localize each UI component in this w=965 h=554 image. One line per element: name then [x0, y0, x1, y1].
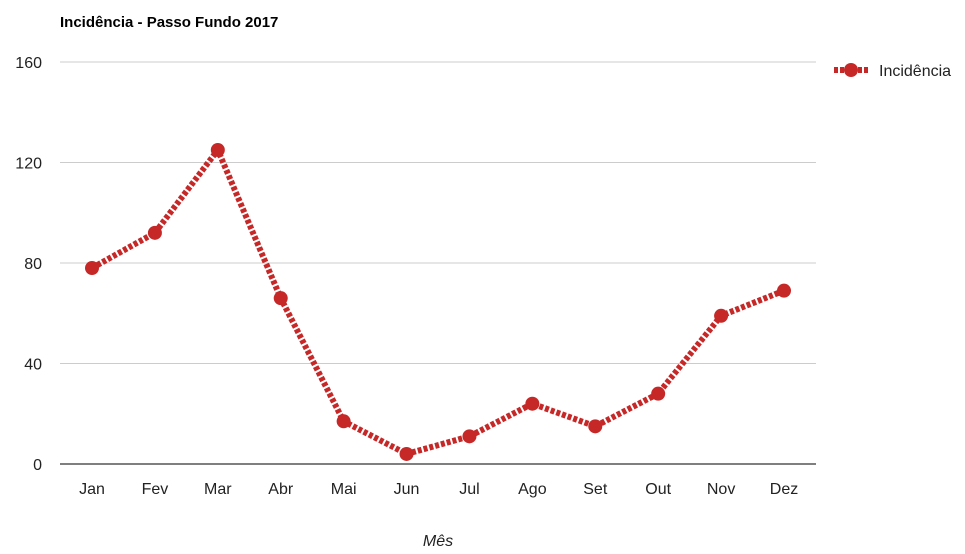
data-point[interactable]	[85, 261, 99, 276]
x-tick-label: Fev	[142, 481, 169, 498]
y-axis-tick-labels: 0 40 80 120 160	[15, 55, 42, 474]
y-tick-label: 120	[15, 156, 42, 173]
data-point[interactable]	[525, 396, 540, 411]
data-point[interactable]	[273, 291, 288, 306]
x-tick-label: Mar	[204, 481, 232, 498]
legend[interactable]: Incidência	[834, 63, 951, 80]
chart-title: Incidência - Passo Fundo 2017	[60, 14, 278, 31]
y-tick-label: 40	[24, 357, 42, 374]
series-layer	[85, 142, 791, 461]
x-tick-label: Abr	[268, 481, 294, 498]
data-point[interactable]	[336, 414, 351, 429]
series-line	[90, 146, 786, 457]
data-point[interactable]	[462, 429, 477, 444]
x-tick-label: Ago	[518, 481, 547, 498]
data-point[interactable]	[651, 386, 666, 401]
x-tick-label: Out	[645, 481, 671, 498]
legend-label[interactable]: Incidência	[879, 63, 951, 80]
data-point[interactable]	[399, 446, 414, 461]
data-point[interactable]	[147, 225, 162, 240]
data-point[interactable]	[588, 419, 603, 434]
y-tick-label: 80	[24, 256, 42, 273]
legend-marker	[844, 63, 858, 77]
x-axis-tick-labels: Jan Fev Mar Abr Mai Jun Jul Ago Set Out Nov Dez	[79, 481, 798, 498]
x-tick-label: Mai	[331, 481, 357, 498]
gridlines	[60, 61, 816, 465]
x-tick-label: Jun	[394, 481, 420, 498]
x-tick-label: Nov	[707, 481, 735, 498]
x-axis-title: Mês	[423, 533, 453, 549]
data-point[interactable]	[777, 283, 791, 298]
x-tick-label: Set	[583, 481, 608, 498]
x-tick-label: Jul	[459, 481, 479, 498]
x-tick-label: Jan	[79, 481, 105, 498]
x-tick-label: Dez	[770, 481, 798, 498]
data-point[interactable]	[714, 308, 729, 323]
y-tick-label: 160	[15, 55, 42, 72]
data-point[interactable]	[210, 142, 225, 157]
y-tick-label: 0	[33, 457, 42, 474]
